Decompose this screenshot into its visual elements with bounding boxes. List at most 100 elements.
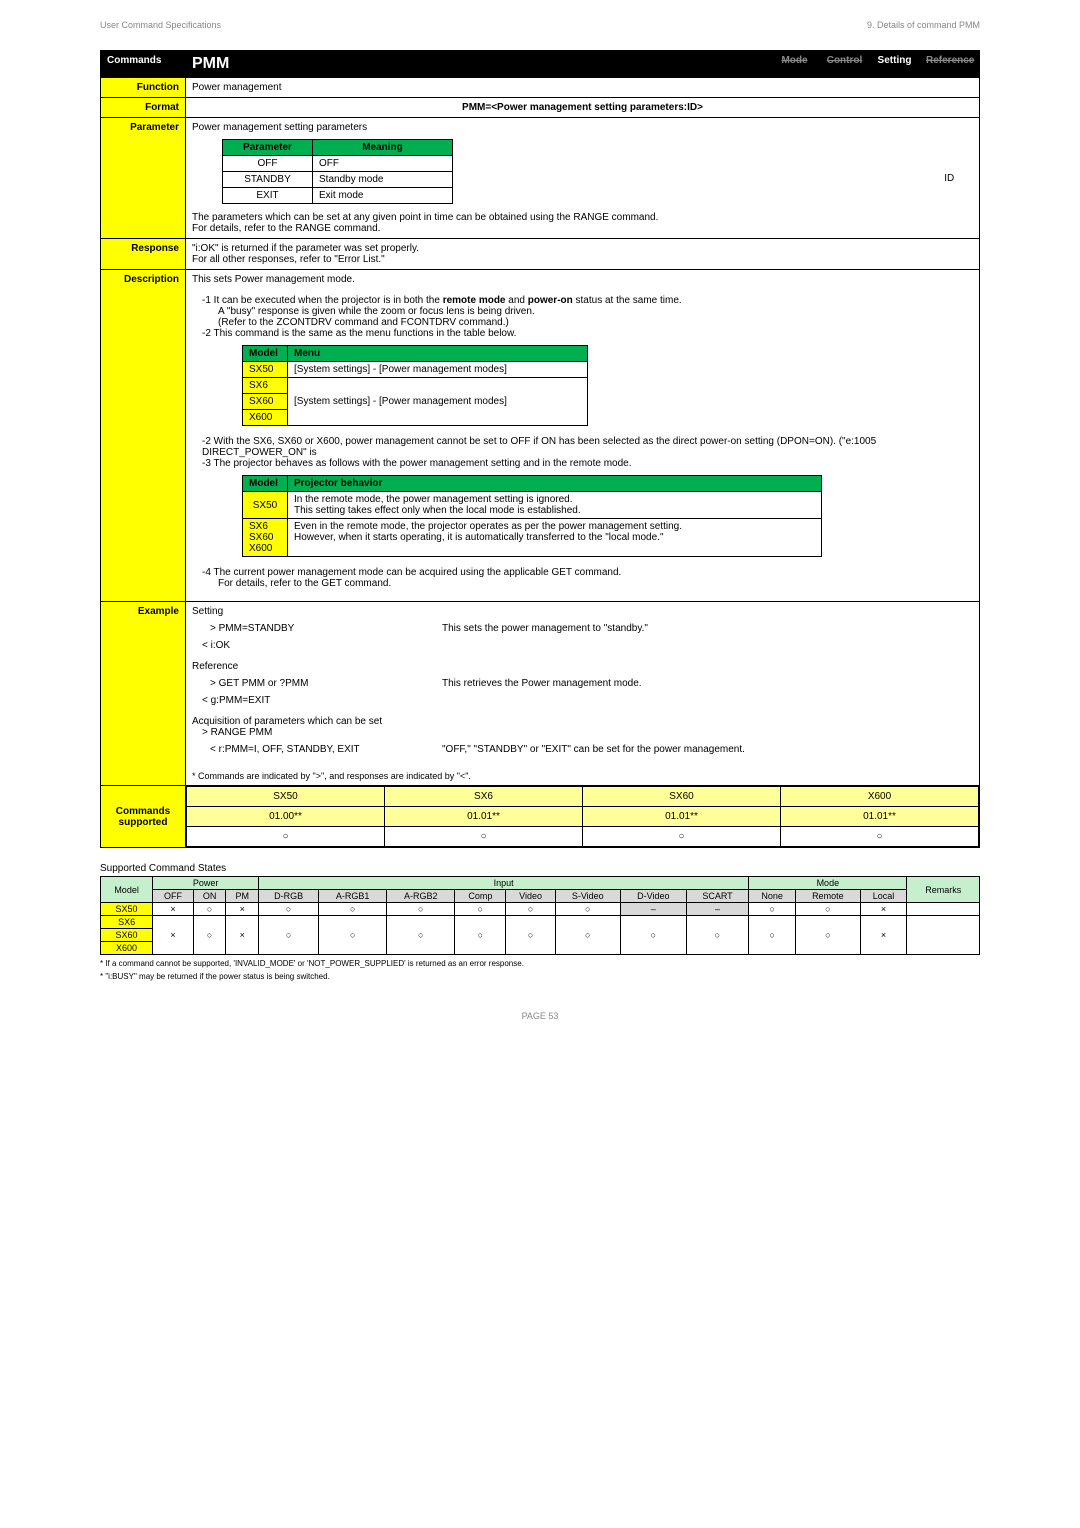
c: ○ <box>796 916 861 955</box>
m3v: [System settings] - [Power management mo… <box>288 378 588 426</box>
ex-r1r: This retrieves the Power management mode… <box>436 674 648 693</box>
b1l1: In the remote mode, the power management… <box>294 494 815 505</box>
sh-comp: Comp <box>455 890 506 903</box>
param-table: Parameter Meaning OFFOFF STANDBYStandby … <box>222 139 453 204</box>
n1g: (Refer to the ZCONTDRV command and FCONT… <box>192 317 973 328</box>
model-menu-table: ModelMenu SX50[System settings] - [Power… <box>242 345 588 426</box>
c: × <box>860 903 907 916</box>
c: ○ <box>620 916 686 955</box>
sh-argb1: A-RGB1 <box>319 890 387 903</box>
co4: ○ <box>781 827 979 847</box>
ch4: X600 <box>781 787 979 807</box>
setting-col: Setting <box>870 51 920 78</box>
main-spec-table: Commands PMM Mode Control Setting Refere… <box>100 50 980 848</box>
ex-a2r: "OFF," "STANDBY" or "EXIT" can be set fo… <box>436 740 751 759</box>
bt-h2: Projector behavior <box>288 476 822 492</box>
ex-setting: Setting <box>192 606 973 617</box>
control-col: Control <box>820 51 870 78</box>
b2m3: X600 <box>249 543 281 554</box>
cr2: 01.01** <box>385 807 583 827</box>
c: ○ <box>506 903 555 916</box>
desc-n1: -1 It can be executed when the projector… <box>192 295 973 306</box>
n1a: -1 It can be executed when the projector… <box>202 295 443 306</box>
sh-off: OFF <box>153 890 194 903</box>
n1b: remote mode <box>443 295 506 306</box>
b2t: Even in the remote mode, the projector o… <box>288 519 822 557</box>
behavior-table: ModelProjector behavior SX50 In the remo… <box>242 475 822 557</box>
ex-r1: > GET PMM or ?PMM <box>204 674 434 693</box>
c <box>907 916 980 955</box>
c <box>907 903 980 916</box>
supported-table: Model Power Input Mode Remarks OFF ON PM… <box>100 876 980 955</box>
c: × <box>226 916 259 955</box>
c: ○ <box>259 916 319 955</box>
footnote1: * If a command cannot be supported, 'INV… <box>100 959 980 968</box>
ex-ref: Reference <box>192 661 973 672</box>
co3: ○ <box>583 827 781 847</box>
c: ○ <box>319 916 387 955</box>
c: ○ <box>555 916 620 955</box>
ex-s2: < i:OK <box>202 640 973 651</box>
format-value: PMM=<Power management setting parameters… <box>186 98 980 118</box>
parameter-label: Parameter <box>101 118 186 239</box>
c: × <box>153 903 194 916</box>
id-cell: ID <box>920 118 980 239</box>
p-off: OFF <box>223 156 313 172</box>
c: ○ <box>506 916 555 955</box>
c: ○ <box>259 903 319 916</box>
ex-r2: < g:PMM=EXIT <box>202 695 973 706</box>
sh-model: Model <box>101 877 153 903</box>
c: – <box>686 903 748 916</box>
ex-a2: < r:PMM=I, OFF, STANDBY, EXIT <box>204 740 434 759</box>
bt-h1: Model <box>243 476 288 492</box>
b2m2: SX60 <box>249 532 281 543</box>
cr4: 01.01** <box>781 807 979 827</box>
sm-sx50: SX50 <box>101 903 153 916</box>
n2: -2 This command is the same as the menu … <box>192 328 973 339</box>
mt-h1: Model <box>243 346 288 362</box>
ex-a1: > RANGE PMM <box>202 727 973 738</box>
c: ○ <box>749 916 796 955</box>
b1m: SX50 <box>243 492 288 519</box>
n1d: power-on <box>528 295 573 306</box>
n3b: -3 The projector behaves as follows with… <box>192 458 973 469</box>
sh-svideo: S-Video <box>555 890 620 903</box>
supported-title: Supported Command States <box>100 863 980 874</box>
sh-mode: Mode <box>749 877 907 890</box>
param-note1: The parameters which can be set at any g… <box>192 212 914 223</box>
sh-input: Input <box>259 877 749 890</box>
param-h1: Parameter <box>223 140 313 156</box>
sm-x600: X600 <box>101 942 153 955</box>
resp-l1: "i:OK" is returned if the parameter was … <box>192 243 973 254</box>
sh-local: Local <box>860 890 907 903</box>
n3a: -2 With the SX6, SX60 or X600, power man… <box>192 436 973 458</box>
ch2: SX6 <box>385 787 583 807</box>
c: ○ <box>796 903 861 916</box>
mode-col: Mode <box>770 51 820 78</box>
c: ○ <box>387 916 455 955</box>
sh-remarks: Remarks <box>907 877 980 903</box>
c: × <box>860 916 907 955</box>
m4m: X600 <box>243 410 288 426</box>
c: ○ <box>455 903 506 916</box>
description-body: This sets Power management mode. -1 It c… <box>186 270 980 602</box>
commands-header: Commands <box>101 51 186 78</box>
m2m: SX6 <box>243 378 288 394</box>
sh-remote: Remote <box>796 890 861 903</box>
c: ○ <box>455 916 506 955</box>
example-label: Example <box>101 602 186 786</box>
c: – <box>620 903 686 916</box>
c: ○ <box>555 903 620 916</box>
b2m1: SX6 <box>249 521 281 532</box>
mt-h2: Menu <box>288 346 588 362</box>
reference-col: Reference <box>920 51 980 78</box>
m1m: SX50 <box>243 362 288 378</box>
description-label: Description <box>101 270 186 602</box>
m-exit: Exit mode <box>313 188 453 204</box>
cr1: 01.00** <box>187 807 385 827</box>
resp-l2: For all other responses, refer to "Error… <box>192 254 973 265</box>
c: ○ <box>193 903 226 916</box>
sh-argb2: A-RGB2 <box>387 890 455 903</box>
example-body: Setting > PMM=STANDBY This sets the powe… <box>186 602 980 786</box>
cmds-table: SX50 SX6 SX60 X600 01.00** 01.01** 01.01… <box>186 786 979 847</box>
